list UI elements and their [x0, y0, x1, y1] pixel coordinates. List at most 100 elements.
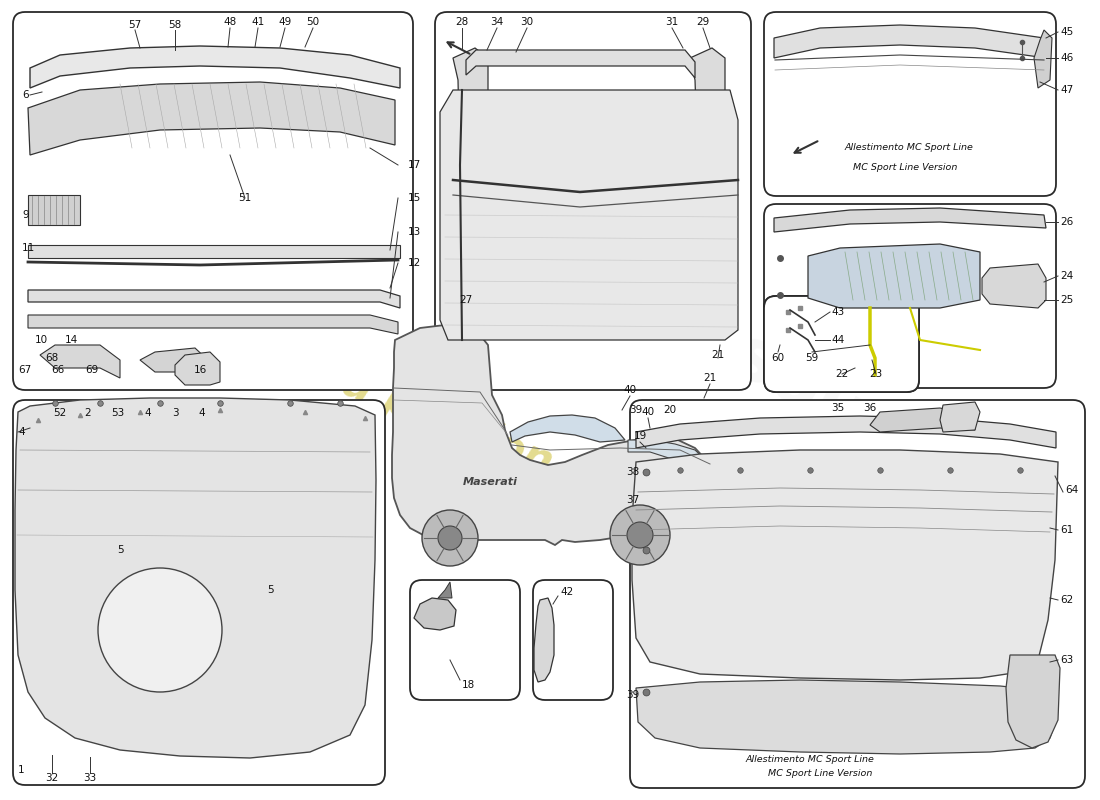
Text: 61: 61 — [1060, 525, 1074, 535]
Polygon shape — [15, 398, 376, 758]
Text: 41: 41 — [252, 17, 265, 27]
Polygon shape — [628, 440, 710, 480]
Polygon shape — [30, 46, 400, 88]
Polygon shape — [28, 315, 398, 334]
Text: 22: 22 — [835, 369, 848, 379]
Text: 45: 45 — [1060, 27, 1074, 37]
Text: 63: 63 — [1060, 655, 1074, 665]
Polygon shape — [636, 680, 1058, 754]
Polygon shape — [175, 352, 220, 385]
Text: 40: 40 — [641, 407, 654, 417]
Text: 24: 24 — [1060, 271, 1074, 281]
Polygon shape — [774, 25, 1046, 58]
Text: 15: 15 — [408, 193, 421, 203]
Text: 16: 16 — [194, 365, 207, 375]
Text: 53: 53 — [111, 408, 124, 418]
Text: 19: 19 — [634, 431, 647, 441]
Circle shape — [610, 505, 670, 565]
Polygon shape — [808, 244, 980, 308]
Text: 21: 21 — [712, 350, 725, 360]
Text: 49: 49 — [278, 17, 292, 27]
Text: 37: 37 — [626, 495, 639, 505]
FancyBboxPatch shape — [764, 12, 1056, 196]
Text: 43: 43 — [832, 307, 845, 317]
FancyBboxPatch shape — [410, 580, 520, 700]
Text: 68: 68 — [45, 353, 58, 363]
Text: 27: 27 — [460, 295, 473, 305]
Text: 2: 2 — [85, 408, 91, 418]
Polygon shape — [28, 82, 395, 155]
Text: 66: 66 — [52, 365, 65, 375]
Text: 62: 62 — [1060, 595, 1074, 605]
Polygon shape — [1006, 655, 1060, 748]
Text: 30: 30 — [520, 17, 534, 27]
Text: 47: 47 — [1060, 85, 1074, 95]
Text: 13: 13 — [408, 227, 421, 237]
Text: 18: 18 — [462, 680, 475, 690]
Text: 57: 57 — [129, 20, 142, 30]
Text: 33: 33 — [84, 773, 97, 783]
Text: 4: 4 — [18, 427, 24, 437]
Polygon shape — [414, 598, 456, 630]
Polygon shape — [140, 348, 210, 378]
Text: Allestimento MC Sport Line: Allestimento MC Sport Line — [845, 143, 974, 153]
Text: 51: 51 — [239, 193, 252, 203]
Text: MC Sport Line Version: MC Sport Line Version — [852, 163, 957, 173]
Text: 9: 9 — [22, 210, 29, 220]
Text: 17: 17 — [408, 160, 421, 170]
Polygon shape — [774, 208, 1046, 232]
Polygon shape — [28, 245, 400, 258]
Polygon shape — [636, 416, 1056, 448]
Polygon shape — [632, 450, 1058, 680]
Circle shape — [422, 510, 478, 566]
Text: 36: 36 — [864, 403, 877, 413]
Text: 23: 23 — [869, 369, 882, 379]
Polygon shape — [940, 402, 980, 432]
FancyBboxPatch shape — [764, 296, 918, 392]
Circle shape — [438, 526, 462, 550]
Polygon shape — [440, 90, 738, 340]
Text: partsouq: partsouq — [572, 238, 924, 482]
Text: 1: 1 — [18, 765, 24, 775]
Text: 48: 48 — [223, 17, 236, 27]
Circle shape — [98, 568, 222, 692]
Text: Maserati: Maserati — [462, 477, 517, 487]
Text: a passion for parts: a passion for parts — [338, 362, 762, 566]
Text: 67: 67 — [19, 365, 32, 375]
FancyBboxPatch shape — [13, 400, 385, 785]
Polygon shape — [982, 264, 1046, 308]
Text: 39: 39 — [629, 405, 642, 415]
Text: 52: 52 — [54, 408, 67, 418]
Text: 20: 20 — [663, 405, 676, 415]
FancyBboxPatch shape — [764, 204, 1056, 388]
Polygon shape — [534, 598, 554, 682]
Text: 64: 64 — [1065, 485, 1078, 495]
Text: 35: 35 — [832, 403, 845, 413]
Text: 34: 34 — [491, 17, 504, 27]
Polygon shape — [466, 50, 695, 78]
Text: Allestimento MC Sport Line: Allestimento MC Sport Line — [746, 755, 874, 765]
Polygon shape — [28, 290, 400, 308]
Polygon shape — [453, 48, 488, 180]
Polygon shape — [40, 345, 120, 378]
Text: 5: 5 — [117, 545, 123, 555]
Text: 44: 44 — [832, 335, 845, 345]
Text: 11: 11 — [22, 243, 35, 253]
FancyBboxPatch shape — [764, 296, 918, 392]
Text: 14: 14 — [65, 335, 78, 345]
Text: 50: 50 — [307, 17, 320, 27]
Text: 69: 69 — [86, 365, 99, 375]
Text: 25: 25 — [1060, 295, 1074, 305]
FancyBboxPatch shape — [434, 12, 751, 390]
Polygon shape — [438, 582, 452, 598]
Text: 39: 39 — [626, 690, 639, 700]
FancyBboxPatch shape — [630, 400, 1085, 788]
Circle shape — [627, 522, 653, 548]
Text: 26: 26 — [1060, 217, 1074, 227]
Text: 40: 40 — [624, 385, 637, 395]
Text: 28: 28 — [455, 17, 469, 27]
Polygon shape — [690, 48, 725, 178]
Polygon shape — [392, 325, 712, 545]
Text: 59: 59 — [805, 353, 818, 363]
Text: 42: 42 — [560, 587, 573, 597]
